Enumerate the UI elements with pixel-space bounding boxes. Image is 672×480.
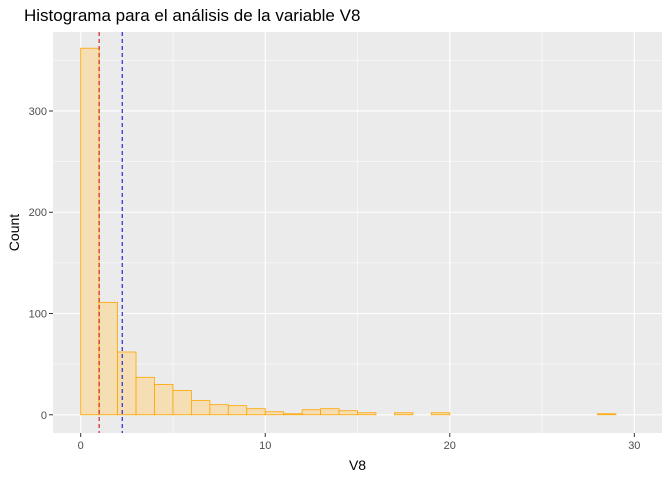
y-tick-label: 100 [29,309,47,321]
histogram-bar [227,405,248,416]
histogram-bar [283,413,303,416]
reference-lines [98,32,123,433]
x-tick-label: 0 [78,440,84,452]
histogram-bar [246,408,266,416]
y-axis-title: Count [6,214,22,251]
histogram-bar [301,409,321,416]
y-axis: 0 100 200 300 [29,106,53,422]
y-tick-label: 0 [41,410,47,422]
histogram-bars [80,47,617,416]
histogram-bar [209,404,229,416]
histogram-bar [172,390,192,416]
x-axis-title: V8 [349,457,366,473]
histogram-bar [117,351,137,416]
histogram-bar [357,412,377,416]
chart-title: Histograma para el análisis de la variab… [24,6,361,25]
histogram-bar [394,412,414,416]
histogram-bar [320,408,340,416]
x-tick-label: 30 [628,440,640,452]
x-axis: 0 10 20 30 [78,433,640,452]
histogram-bar [98,301,118,416]
histogram-bar [135,376,155,416]
histogram-bar [264,411,285,416]
histogram-bar [154,383,174,416]
y-tick-label: 300 [29,106,47,118]
histogram-bar [80,47,100,416]
histogram-bar [430,412,451,416]
histogram-bar [597,413,617,416]
y-tick-label: 200 [29,207,47,219]
histogram-bar [338,410,358,416]
x-tick-label: 20 [444,440,456,452]
histogram-bar [191,400,211,416]
x-tick-label: 10 [259,440,271,452]
